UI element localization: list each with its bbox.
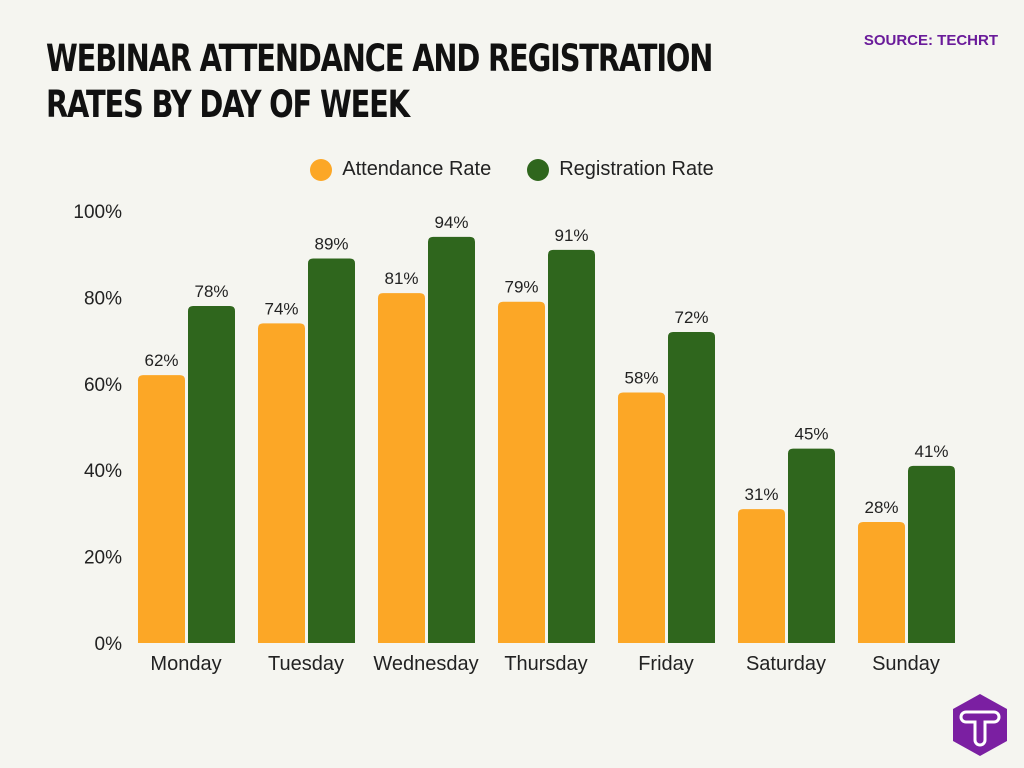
attendance-bar xyxy=(618,392,665,643)
x-tick-label: Friday xyxy=(638,653,694,675)
data-label: 89% xyxy=(314,235,348,254)
data-label: 31% xyxy=(744,485,778,504)
source-label: SOURCE: TECHRT xyxy=(863,32,998,49)
data-label: 62% xyxy=(144,351,178,370)
x-tick-label: Monday xyxy=(150,653,221,675)
registration-bar xyxy=(548,249,595,643)
data-label: 78% xyxy=(194,282,228,301)
registration-swatch xyxy=(527,158,550,181)
attendance-bar xyxy=(258,323,305,643)
data-label: 72% xyxy=(674,308,708,327)
data-label: 79% xyxy=(504,278,538,297)
legend-label: Attendance Rate xyxy=(342,158,492,180)
t-hexagon-logo xyxy=(953,694,1007,756)
data-label: 91% xyxy=(554,226,588,245)
registration-bar xyxy=(668,331,715,643)
y-tick-label: 100% xyxy=(73,202,122,223)
chart-title: Webinar Attendance and Registration Rate… xyxy=(46,37,713,126)
attendance-bar xyxy=(138,375,185,643)
data-label: 94% xyxy=(434,213,468,232)
x-tick-label: Thursday xyxy=(504,653,587,675)
registration-bar xyxy=(428,236,475,644)
x-tick-label: Saturday xyxy=(746,653,826,675)
x-tick-label: Tuesday xyxy=(268,653,344,675)
attendance-bar xyxy=(858,522,905,643)
data-label: 74% xyxy=(264,299,298,318)
y-tick-label: 60% xyxy=(84,375,122,396)
attendance-bar xyxy=(738,509,785,643)
x-tick-label: Wednesday xyxy=(373,653,478,675)
data-label: 28% xyxy=(864,498,898,517)
y-tick-label: 20% xyxy=(84,548,122,569)
registration-bar xyxy=(908,465,955,643)
y-tick-label: 80% xyxy=(84,288,122,309)
y-tick-label: 40% xyxy=(84,461,122,482)
registration-bar xyxy=(308,258,355,643)
x-tick-label: Sunday xyxy=(872,653,940,675)
registration-bar xyxy=(188,306,235,643)
y-tick-label: 0% xyxy=(95,634,123,655)
attendance-bar xyxy=(498,301,545,643)
attendance-swatch xyxy=(310,158,333,181)
data-label: 58% xyxy=(624,368,658,387)
data-label: 81% xyxy=(384,269,418,288)
data-label: 45% xyxy=(794,425,828,444)
legend-label: Registration Rate xyxy=(559,158,714,180)
attendance-bar xyxy=(378,293,425,643)
registration-bar xyxy=(788,448,835,643)
legend-item-attendance: Attendance Rate xyxy=(310,158,491,181)
legend-item-registration: Registration Rate xyxy=(527,158,714,181)
data-label: 41% xyxy=(914,442,948,461)
legend: Attendance Rate Registration Rate xyxy=(0,158,1024,181)
